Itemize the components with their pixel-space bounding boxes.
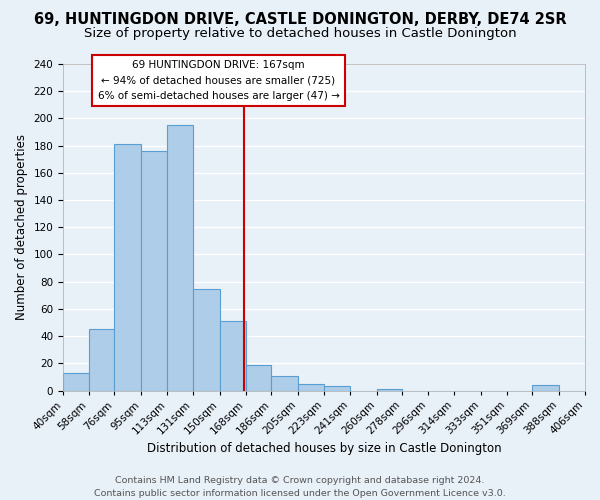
Y-axis label: Number of detached properties: Number of detached properties bbox=[15, 134, 28, 320]
Text: Size of property relative to detached houses in Castle Donington: Size of property relative to detached ho… bbox=[83, 28, 517, 40]
Text: 69, HUNTINGDON DRIVE, CASTLE DONINGTON, DERBY, DE74 2SR: 69, HUNTINGDON DRIVE, CASTLE DONINGTON, … bbox=[34, 12, 566, 28]
Bar bbox=[298, 384, 324, 390]
Bar bbox=[89, 330, 115, 390]
Bar bbox=[63, 373, 89, 390]
Text: Contains HM Land Registry data © Crown copyright and database right 2024.
Contai: Contains HM Land Registry data © Crown c… bbox=[94, 476, 506, 498]
Bar bbox=[167, 125, 193, 390]
Bar bbox=[324, 386, 350, 390]
Bar bbox=[532, 385, 559, 390]
Text: 69 HUNTINGDON DRIVE: 167sqm
← 94% of detached houses are smaller (725)
6% of sem: 69 HUNTINGDON DRIVE: 167sqm ← 94% of det… bbox=[98, 60, 340, 101]
Bar bbox=[245, 364, 271, 390]
Bar bbox=[115, 144, 142, 390]
Bar bbox=[193, 288, 220, 390]
Bar bbox=[271, 376, 298, 390]
Bar bbox=[220, 321, 245, 390]
Bar bbox=[377, 389, 403, 390]
Bar bbox=[142, 151, 167, 390]
X-axis label: Distribution of detached houses by size in Castle Donington: Distribution of detached houses by size … bbox=[147, 442, 502, 455]
